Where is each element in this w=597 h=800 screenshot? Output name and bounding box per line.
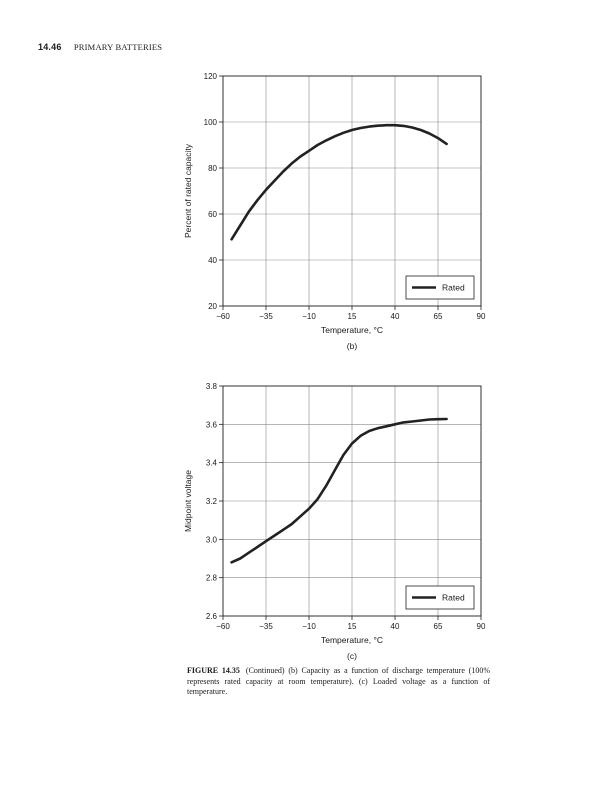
chart-b-y-tick-label: 100 [204,118,218,127]
chart-b-legend: Rated [405,275,475,300]
page-number: 14.46 [38,42,62,52]
chart-b-x-axis-label: Temperature, °C [321,325,383,335]
chart-c-x-tick-label: 40 [391,622,400,631]
chart-b-y-axis-label: Percent of rated capacity [183,143,193,238]
chart-b-legend-label: Rated [442,283,465,293]
chart-c-y-tick-label: 3.0 [206,535,218,544]
chart-c-y-tick-label: 3.6 [206,420,218,429]
chart-b-x-tick-label: −10 [302,312,316,321]
capacity-vs-temperature-chart: −60 −35 −10 15 40 65 90 20 40 60 80 100 120 Rated Temp… [183,72,486,351]
chart-c-legend-box [405,585,475,610]
chart-c-plot-frame [222,385,482,617]
chart-b-y-tick-label: 80 [208,164,217,173]
running-head-title: PRIMARY BATTERIES [73,42,163,52]
chart-b-x-tick-label: −35 [259,312,273,321]
chart-c-y-tick-label: 2.8 [206,574,218,583]
chart-b-series-line-rated [230,123,448,241]
chart-c-x-tick-label: −60 [216,622,230,631]
chart-b-x-tick-label: 15 [348,312,357,321]
chart-b-x-tick-label: 90 [477,312,486,321]
chart-c-y-tick-label: 3.2 [206,497,218,506]
chart-b-y-tick-label: 20 [208,302,217,311]
chart-b-x-tick-label: 65 [434,312,443,321]
chart-b-plot-frame [222,75,482,307]
figure-caption: FIGURE 14.35 (Continued) (b) Capacity as … [187,666,490,698]
chart-c-series-line-rated [230,417,448,564]
chart-c-panel-label: (c) [347,651,357,661]
chart-c-x-axis-label: Temperature, °C [321,635,383,645]
chart-c-x-tick-label: 15 [348,622,357,631]
chart-c-y-tick-label: 2.6 [206,612,218,621]
chart-b-y-tick-label: 60 [208,210,217,219]
chart-c-x-tick-label: −35 [259,622,273,631]
chart-c-x-tick-label: 90 [477,622,486,631]
chart-b-y-tick-label: 120 [204,72,218,81]
chart-c-x-tick-label: 65 [434,622,443,631]
chart-b-x-tick-label: 40 [391,312,400,321]
chart-c-legend-label: Rated [442,593,465,603]
chart-b-y-tick-label: 40 [208,256,217,265]
running-header: 14.46 PRIMARY BATTERIES [38,42,162,52]
chart-b-x-tick-label: −60 [216,312,230,321]
chart-b-panel-label: (b) [347,341,358,351]
figure-label: FIGURE 14.35 [187,666,240,675]
voltage-vs-temperature-chart: −60 −35 −10 15 40 65 90 2.6 2.8 3.0 3.2 3.4 3.6 3.8 Ra… [183,382,486,661]
chart-b-legend-box [405,275,475,300]
chart-c-y-tick-label: 3.8 [206,382,218,391]
chart-c-y-axis-label: Midpoint voltage [183,470,193,532]
chart-c-legend: Rated [405,585,475,610]
figure-caption-text: (Continued) (b) Capacity as a function o… [187,666,490,696]
chart-c-x-tick-label: −10 [302,622,316,631]
chart-c-y-tick-label: 3.4 [206,459,218,468]
